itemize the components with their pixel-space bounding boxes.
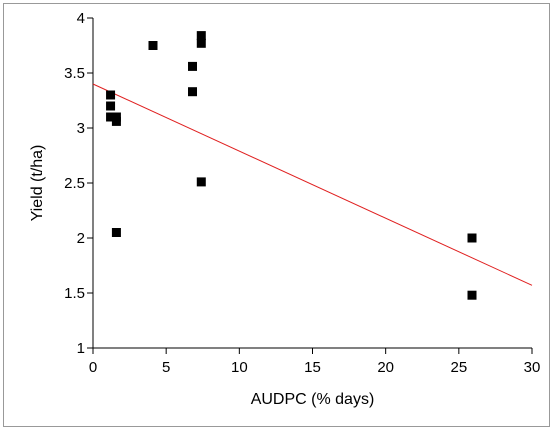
y-tick-label: 2 bbox=[77, 230, 85, 247]
x-tick-label: 5 bbox=[162, 359, 170, 376]
x-tick-label: 30 bbox=[524, 359, 541, 376]
x-tick-label: 10 bbox=[231, 359, 248, 376]
x-tick-label: 0 bbox=[89, 359, 97, 376]
data-point bbox=[196, 31, 206, 41]
data-points bbox=[106, 31, 477, 300]
data-point bbox=[148, 41, 158, 50]
y-tick-label: 4 bbox=[77, 10, 85, 27]
y-ticks: 1 1.5 2 2.5 3 3.5 4 bbox=[64, 10, 93, 357]
x-axis-title: AUDPC (% days) bbox=[251, 391, 375, 408]
data-point bbox=[111, 228, 121, 237]
data-point bbox=[467, 233, 477, 243]
y-tick-label: 3 bbox=[77, 120, 85, 137]
y-tick-label: 2.5 bbox=[64, 175, 85, 192]
y-tick-label: 1.5 bbox=[64, 285, 85, 302]
x-tick-label: 15 bbox=[304, 359, 321, 376]
data-point bbox=[111, 116, 121, 126]
data-point bbox=[188, 61, 198, 71]
x-tick-label: 20 bbox=[377, 359, 394, 376]
y-tick-label: 3.5 bbox=[64, 65, 85, 82]
data-point bbox=[188, 87, 198, 97]
data-point bbox=[196, 38, 206, 48]
data-point bbox=[196, 177, 206, 187]
data-point bbox=[467, 290, 477, 300]
x-ticks: 0 5 10 15 20 25 30 bbox=[89, 348, 541, 376]
y-tick-label: 1 bbox=[77, 340, 85, 357]
x-tick-label: 25 bbox=[450, 359, 467, 376]
chart-frame bbox=[3, 3, 550, 427]
data-point bbox=[106, 112, 116, 122]
data-point bbox=[106, 90, 116, 100]
y-axis-title: Yield (t/ha) bbox=[29, 145, 46, 222]
trendline bbox=[92, 83, 533, 286]
data-point bbox=[106, 101, 116, 111]
